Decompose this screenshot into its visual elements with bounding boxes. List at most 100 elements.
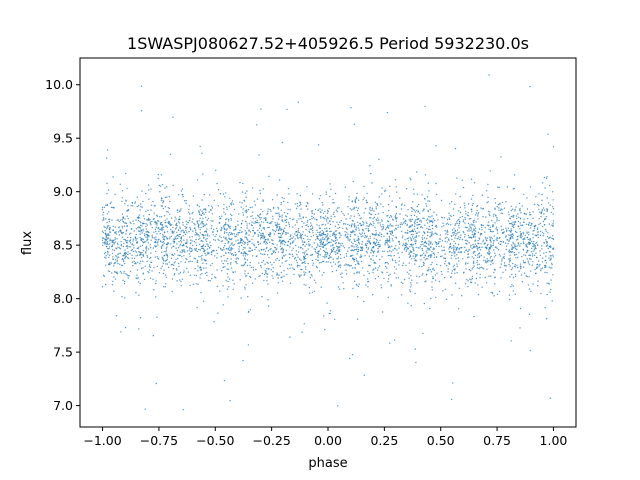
data-point (146, 219, 148, 221)
data-point (135, 233, 137, 236)
data-point (454, 242, 457, 245)
data-point (102, 231, 105, 234)
data-point (541, 199, 543, 201)
data-point (225, 238, 227, 240)
data-point (372, 247, 374, 249)
data-point (509, 222, 511, 225)
data-point (512, 188, 514, 190)
data-point (534, 268, 536, 271)
data-point (336, 249, 338, 251)
data-point (550, 255, 552, 257)
data-point (234, 271, 236, 273)
data-point (267, 238, 269, 240)
data-point (243, 257, 246, 259)
data-point (217, 312, 219, 314)
data-point (476, 247, 478, 250)
data-point (454, 147, 457, 150)
data-point (371, 293, 374, 296)
data-point (512, 208, 514, 210)
data-point (432, 277, 434, 280)
data-point (446, 231, 448, 233)
data-point (186, 250, 189, 252)
data-point (170, 228, 172, 231)
data-point (303, 241, 306, 243)
data-point (546, 293, 548, 296)
data-point (156, 265, 158, 268)
data-point (509, 257, 511, 259)
data-point (425, 250, 427, 252)
data-point (314, 208, 317, 211)
data-point (249, 231, 252, 233)
data-point (470, 246, 472, 248)
data-point (329, 223, 332, 226)
data-point (173, 238, 176, 241)
data-point (168, 207, 171, 209)
data-point (526, 250, 528, 252)
data-point (416, 282, 418, 284)
data-point (517, 225, 519, 227)
data-point (150, 188, 152, 190)
data-point (209, 280, 211, 282)
data-point (204, 234, 207, 236)
data-point (203, 248, 205, 250)
data-point (350, 107, 352, 109)
data-point (358, 272, 360, 274)
data-point (509, 250, 512, 253)
data-point (165, 253, 167, 255)
data-point (382, 228, 384, 230)
data-point (414, 223, 416, 225)
data-point (490, 275, 492, 277)
data-point (143, 215, 145, 217)
data-point (166, 218, 168, 220)
data-point (505, 248, 507, 251)
data-point (189, 229, 192, 231)
data-point (503, 257, 505, 260)
data-point (406, 223, 408, 226)
data-point (227, 296, 229, 298)
data-point (125, 242, 128, 244)
data-point (519, 245, 521, 247)
data-point (354, 231, 356, 233)
data-point (347, 233, 349, 235)
data-point (521, 255, 523, 258)
data-point (337, 405, 339, 407)
data-point (322, 232, 324, 234)
data-point (412, 246, 414, 249)
data-point (308, 270, 311, 273)
data-point (369, 237, 371, 239)
data-point (202, 247, 204, 249)
data-point (511, 284, 513, 286)
data-point (505, 235, 507, 237)
data-point (500, 263, 502, 265)
data-point (372, 233, 374, 236)
data-point (468, 218, 471, 220)
data-point (227, 233, 229, 235)
data-point (349, 238, 351, 241)
data-point (119, 183, 122, 185)
data-point (201, 254, 203, 257)
data-point (408, 273, 410, 275)
data-point (468, 230, 470, 232)
data-point (422, 231, 425, 233)
data-point (471, 275, 474, 278)
data-point (483, 268, 485, 270)
data-point (496, 218, 498, 220)
data-point (251, 221, 253, 223)
data-point (220, 229, 222, 232)
data-point (260, 233, 262, 235)
data-point (109, 254, 111, 256)
data-point (353, 207, 355, 210)
data-point (164, 219, 166, 221)
data-point (400, 281, 403, 283)
data-point (410, 239, 413, 242)
data-point (357, 235, 359, 238)
data-point (142, 200, 144, 203)
data-point (180, 190, 183, 192)
data-point (122, 254, 124, 257)
data-point (341, 276, 343, 278)
data-point (511, 267, 514, 269)
data-point (315, 282, 317, 284)
data-point (399, 197, 401, 199)
data-point (423, 302, 426, 305)
